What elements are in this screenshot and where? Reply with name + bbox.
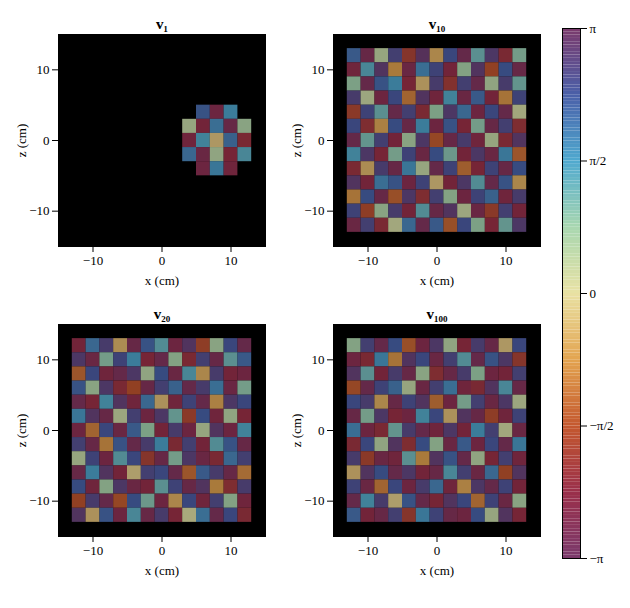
svg-text:10: 10 [37, 62, 50, 77]
svg-text:0: 0 [318, 133, 325, 148]
svg-text:−10: −10 [83, 253, 103, 268]
svg-text:10: 10 [37, 352, 50, 367]
svg-text:10: 10 [225, 543, 238, 558]
svg-text:0: 0 [43, 133, 50, 148]
svg-text:v₁: v₁ [156, 16, 168, 32]
svg-text:0: 0 [43, 423, 50, 438]
svg-text:−10: −10 [29, 493, 49, 508]
svg-text:z (cm): z (cm) [289, 124, 304, 158]
svg-text:10: 10 [225, 253, 238, 268]
svg-text:x (cm): x (cm) [145, 563, 179, 578]
svg-text:π/2: π/2 [590, 153, 607, 168]
svg-text:v₁₀: v₁₀ [429, 16, 446, 32]
svg-text:0: 0 [434, 543, 441, 558]
svg-text:v₂₀: v₂₀ [154, 306, 171, 322]
svg-text:−10: −10 [83, 543, 103, 558]
svg-text:−10: −10 [358, 543, 378, 558]
svg-text:v₁₀₀: v₁₀₀ [427, 306, 448, 322]
svg-text:10: 10 [500, 253, 513, 268]
svg-text:0: 0 [159, 253, 166, 268]
svg-text:0: 0 [318, 423, 325, 438]
svg-text:−10: −10 [29, 203, 49, 218]
svg-text:−π: −π [590, 551, 604, 566]
svg-text:−π/2: −π/2 [590, 418, 614, 433]
svg-text:z (cm): z (cm) [14, 124, 29, 158]
svg-text:10: 10 [312, 352, 325, 367]
svg-text:0: 0 [434, 253, 441, 268]
svg-text:0: 0 [159, 543, 166, 558]
svg-text:−10: −10 [304, 493, 324, 508]
svg-text:10: 10 [500, 543, 513, 558]
svg-text:10: 10 [312, 62, 325, 77]
svg-text:z (cm): z (cm) [289, 414, 304, 448]
svg-text:z (cm): z (cm) [14, 414, 29, 448]
svg-text:x (cm): x (cm) [420, 563, 454, 578]
svg-text:x (cm): x (cm) [420, 273, 454, 288]
svg-text:0: 0 [590, 286, 597, 301]
svg-text:π: π [590, 21, 597, 36]
svg-text:x (cm): x (cm) [145, 273, 179, 288]
svg-text:−10: −10 [358, 253, 378, 268]
svg-text:−10: −10 [304, 203, 324, 218]
